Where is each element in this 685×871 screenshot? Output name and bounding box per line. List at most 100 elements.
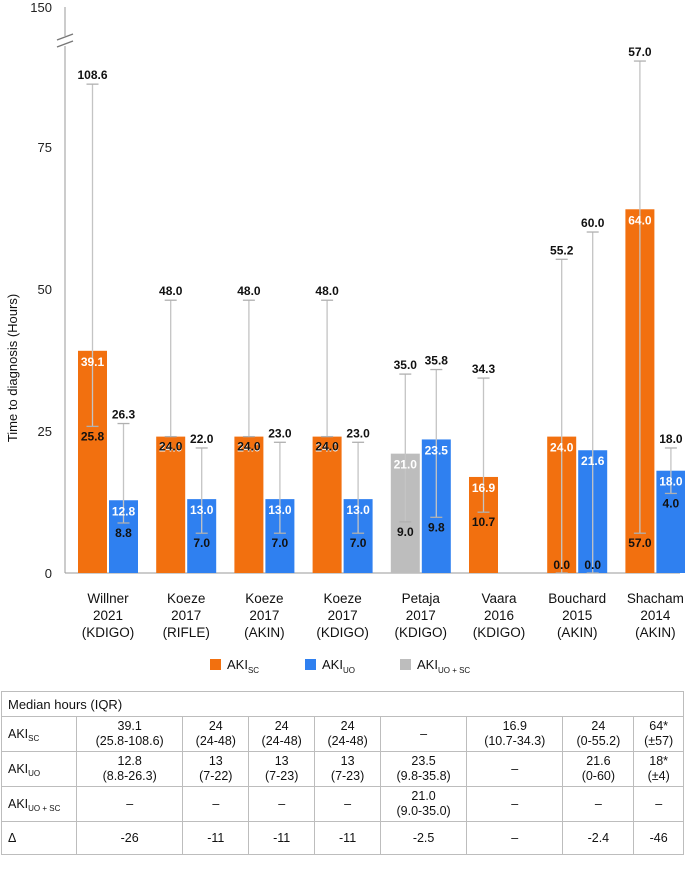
category-label: (AKIN) <box>635 625 676 640</box>
legend-label: AKISC <box>227 657 259 675</box>
y-tick-label: 150 <box>30 0 52 15</box>
legend-label-sub: SC <box>248 666 259 675</box>
category-label: Koeze <box>323 591 361 606</box>
iqr-high-label: 48.0 <box>315 284 339 298</box>
cell-line: 24 <box>591 719 606 733</box>
cell-line: (9.8-35.8) <box>396 769 451 783</box>
iqr-low-label: 9.0 <box>397 525 414 539</box>
cell-line: – <box>126 796 134 811</box>
iqr-low-label: 0.0 <box>553 558 570 572</box>
cell-line: 13 <box>274 754 289 768</box>
iqr-low-label: 8.8 <box>115 526 132 540</box>
category-label: 2016 <box>484 608 514 623</box>
row-header-sub: SC <box>28 733 40 743</box>
table-cell: 24 (0-55.2) <box>562 716 635 752</box>
table-cell: 21.0 (9.0-35.0) <box>380 786 468 822</box>
legend-swatch <box>305 659 316 670</box>
cell-line: (25.8-108.6) <box>95 734 164 748</box>
category-label: 2017 <box>406 608 436 623</box>
table-cell: – <box>466 821 564 855</box>
iqr-high-label: 108.6 <box>77 68 107 82</box>
table-cell: -2.4 <box>562 821 635 855</box>
bar-value-label: 24.0 <box>237 441 261 455</box>
cell-line: -2.4 <box>587 830 610 845</box>
row-header-name: AKI <box>8 796 29 811</box>
bars-layer <box>78 209 685 573</box>
iqr-high-label: 35.8 <box>425 354 449 368</box>
cell-line: 21.0 <box>411 789 436 803</box>
table-cell: 16.9 (10.7-34.3) <box>466 716 564 752</box>
category-label: 2017 <box>328 608 358 623</box>
iqr-high-label: 34.3 <box>472 362 496 376</box>
cell-line: 21.6 <box>586 754 611 768</box>
legend-label-main: AKI <box>322 657 343 672</box>
cell-line: – <box>655 796 663 811</box>
table-row: AKIUO + SC – – – – 21.0 (9.0-35.0) – – – <box>1 786 684 822</box>
legend-label-sub: UO + SC <box>438 666 470 675</box>
cell-line: (8.8-26.3) <box>102 769 157 783</box>
legend-item: AKIUO <box>305 657 355 675</box>
cell-line: -11 <box>339 830 357 845</box>
cell-line: (24-48) <box>327 734 368 748</box>
row-header-sub: UO + SC <box>28 803 61 813</box>
legend-item: AKISC <box>210 657 259 675</box>
iqr-high-label: 23.0 <box>268 426 292 440</box>
cell-line: (0-60) <box>581 769 616 783</box>
table-cell: 21.6 (0-60) <box>562 751 635 787</box>
row-header: AKISC <box>1 716 77 752</box>
cell-line: 39.1 <box>117 719 142 733</box>
bar-value-label: 21.0 <box>394 458 418 472</box>
table-cell: – <box>75 786 184 822</box>
axis-break-mark <box>56 33 74 41</box>
bar-value-label: 64.0 <box>628 213 652 227</box>
bar-value-label: 16.9 <box>472 481 496 495</box>
table-header-row: Median hours (IQR) <box>1 691 684 717</box>
iqr-high-label: 22.0 <box>190 432 214 446</box>
table-cell: 64* (±57) <box>633 716 684 752</box>
bar-value-label: 39.1 <box>81 355 105 369</box>
cell-line: -26 <box>120 830 139 845</box>
cell-line: – <box>212 796 220 811</box>
bar-value-label: 13.0 <box>190 503 214 517</box>
cell-line: 16.9 <box>502 719 527 733</box>
table-cell: 24 (24-48) <box>314 716 382 752</box>
iqr-high-label: 60.0 <box>581 216 605 230</box>
cell-line: – <box>278 796 286 811</box>
data-labels-layer: 39.125.8108.624.024.048.024.024.048.024.… <box>77 45 682 572</box>
cell-line: (10.7-34.3) <box>484 734 546 748</box>
iqr-low-label: 4.0 <box>663 496 680 510</box>
table-cell: – <box>182 786 250 822</box>
cell-line: (±4) <box>647 769 670 783</box>
cell-line: 24 <box>340 719 355 733</box>
cell-line: – <box>511 830 519 845</box>
legend-label: AKIUO + SC <box>417 657 470 675</box>
cell-line: (0-55.2) <box>576 734 621 748</box>
category-label: (KDIGO) <box>316 625 369 640</box>
table-cell: -11 <box>182 821 250 855</box>
table-cell: – <box>562 786 635 822</box>
y-tick-label: 0 <box>45 566 52 581</box>
legend: AKISC AKIUO AKIUO + SC <box>210 657 470 675</box>
cell-line: (24-48) <box>261 734 302 748</box>
legend-item: AKIUO + SC <box>400 657 470 675</box>
bar-value-label: 24.0 <box>550 441 574 455</box>
category-labels: Willner 2021 (KDIGO) Koeze 2017 (RIFLE) Koeze 2… <box>82 591 684 640</box>
bar-value-label: 13.0 <box>346 503 370 517</box>
table-cell: 39.1 (25.8-108.6) <box>75 716 184 752</box>
table-row: Δ -26 -11 -11 -11 -2.5 – -2.4 -46 <box>1 821 684 855</box>
table-cell: -46 <box>633 821 684 855</box>
cell-line: -11 <box>207 830 225 845</box>
cell-line: – <box>594 796 602 811</box>
category-label: (KDIGO) <box>82 625 135 640</box>
legend-swatch <box>210 659 221 670</box>
row-header: AKIUO + SC <box>1 786 77 822</box>
category-label: 2017 <box>171 608 201 623</box>
category-label: Vaara <box>481 591 517 606</box>
cell-line: 12.8 <box>117 754 142 768</box>
table-header: Median hours (IQR) <box>1 691 684 717</box>
category-label: (AKIN) <box>557 625 598 640</box>
error-bars-layer <box>86 60 677 574</box>
cell-line: 64* <box>649 719 669 733</box>
iqr-low-label: 57.0 <box>628 536 652 550</box>
cell-line: – <box>420 726 428 741</box>
